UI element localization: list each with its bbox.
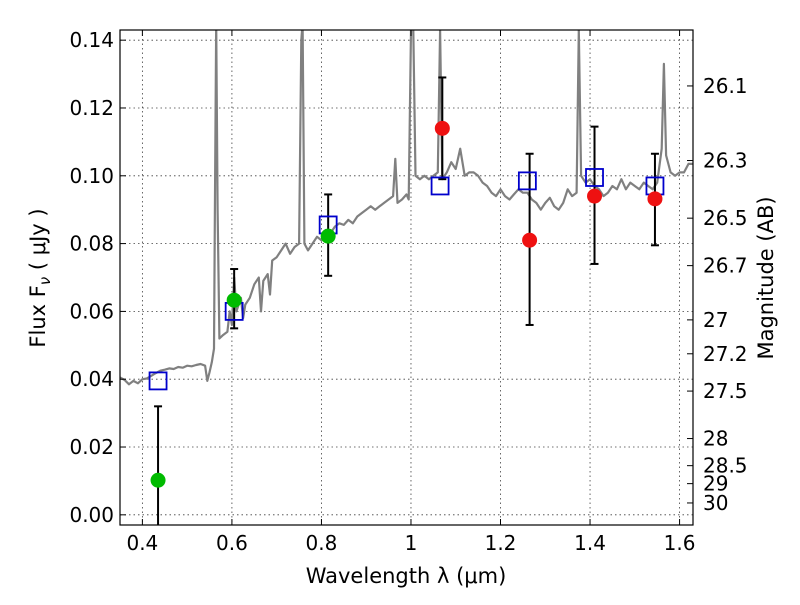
x-tick-label: 1.2 [485, 531, 517, 555]
right-tick-label: 27.2 [703, 342, 748, 366]
right-tick-label: 26.1 [703, 74, 748, 98]
grid-lines [120, 30, 693, 525]
right-tick-label: 28 [703, 427, 728, 451]
red-data-point [587, 188, 603, 204]
green-data-point [320, 228, 336, 244]
x-axis-label: Wavelength λ (μm) [306, 564, 507, 588]
y-axis-label: Flux Fν ( μJy ) [26, 208, 54, 347]
red-data-point [522, 232, 538, 248]
model-box-marker [585, 168, 604, 187]
y-ticks: 0.00 0.02 0.04 0.06 0.08 0.10 0.12 0.14 [69, 28, 126, 527]
model-box-marker [517, 171, 537, 191]
y-tick-label: 0.06 [69, 299, 114, 323]
right-tick-label: 29 [703, 472, 728, 496]
y-tick-label: 0.10 [69, 164, 114, 188]
right-tick-label: 30 [703, 491, 728, 515]
x-tick-label: 0.6 [216, 531, 248, 555]
right-tick-label: 26.7 [703, 254, 748, 278]
y-tick-label: 0.08 [69, 232, 114, 256]
model-box-marker [430, 176, 450, 196]
model-boxes [148, 168, 665, 391]
spectrum-path [120, 30, 693, 386]
photometry-points [150, 120, 663, 488]
right-tick-label: 27 [703, 308, 728, 332]
x-ticks: 0.4 0.6 0.8 1 1.2 1.4 1.6 [126, 30, 695, 555]
right-tick-label: 28.5 [703, 454, 748, 478]
y-tick-label: 0.00 [69, 503, 114, 527]
spectrum-line [120, 30, 693, 386]
y-tick-label: 0.14 [69, 28, 114, 52]
right-tick-label: 26.5 [703, 206, 748, 230]
x-tick-label: 0.8 [306, 531, 338, 555]
model-box-marker [148, 371, 168, 391]
x-tick-label: 1.6 [664, 531, 696, 555]
green-data-point [226, 292, 242, 308]
right-tick-label: 26.3 [703, 149, 748, 173]
x-tick-label: 0.4 [126, 531, 158, 555]
y-tick-label: 0.12 [69, 96, 114, 120]
right-tick-label: 27.5 [703, 379, 748, 403]
red-data-point [434, 120, 450, 136]
y-tick-label: 0.04 [69, 367, 114, 391]
red-data-point [647, 191, 663, 207]
x-tick-label: 1 [405, 531, 418, 555]
plot-frame [119, 29, 694, 526]
right-axis-label: Magnitude (AB) [754, 196, 778, 359]
x-tick-label: 1.4 [574, 531, 606, 555]
green-data-point [150, 472, 166, 488]
y-tick-label: 0.02 [69, 435, 114, 459]
